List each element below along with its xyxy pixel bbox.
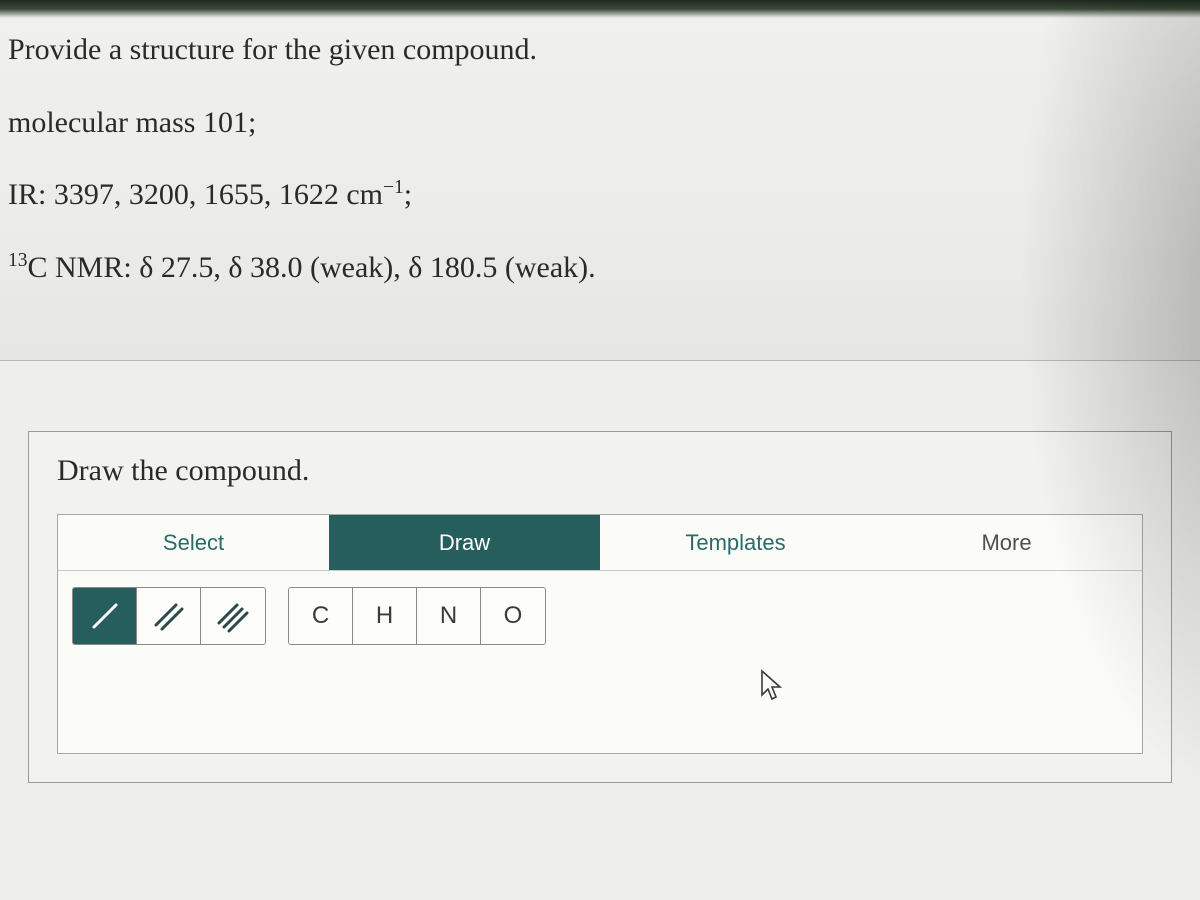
atom-h-button[interactable]: H [353,588,417,644]
atom-n-label: N [440,602,457,630]
drawing-canvas[interactable] [58,663,1142,753]
draw-panel: Draw the compound. Select Draw Templates… [28,431,1172,783]
tab-more[interactable]: More [871,515,1142,570]
tab-templates[interactable]: Templates [600,515,871,570]
double-bond-button[interactable] [137,588,201,644]
nmr-line: 13C NMR: δ 27.5, δ 38.0 (weak), δ 180.5 … [8,248,1192,289]
triple-bond-button[interactable] [201,588,265,644]
ir-exponent: −1 [383,177,404,198]
ir-suffix: ; [404,178,412,211]
question-prompt: Provide a structure for the given compou… [8,30,1192,71]
draw-panel-title: Draw the compound. [57,454,1143,488]
bond-tool-group [72,587,266,645]
tab-more-label: More [981,530,1031,556]
cursor-icon [758,669,788,703]
nmr-prefix: C NMR: [28,251,140,284]
atom-c-button[interactable]: C [289,588,353,644]
question-block: Provide a structure for the given compou… [0,0,1200,361]
tab-select-label: Select [163,530,224,556]
double-bond-icon [152,599,186,633]
atom-c-label: C [312,602,329,630]
molecular-mass-line: molecular mass 101; [8,103,1192,144]
tab-templates-label: Templates [685,530,785,556]
ir-values: 3397, 3200, 1655, 1622 cm [54,178,383,211]
tools-row: C H N O [58,571,1142,663]
single-bond-button[interactable] [73,588,137,644]
nmr-body: δ 27.5, δ 38.0 (weak), δ 180.5 (weak). [139,251,595,284]
content-area: Provide a structure for the given compou… [0,0,1200,900]
tab-select[interactable]: Select [58,515,329,570]
atom-tool-group: C H N O [288,587,546,645]
atom-h-label: H [376,602,393,630]
structure-editor: Select Draw Templates More [57,514,1143,754]
ir-line: IR: 3397, 3200, 1655, 1622 cm−1; [8,175,1192,216]
triple-bond-icon [216,599,250,633]
single-bond-icon [88,599,122,633]
atom-o-label: O [504,602,523,630]
nmr-sup: 13 [8,250,28,271]
ir-prefix: IR: [8,178,54,211]
tab-draw[interactable]: Draw [329,515,600,570]
atom-o-button[interactable]: O [481,588,545,644]
tab-draw-label: Draw [439,530,490,556]
editor-tabs: Select Draw Templates More [58,515,1142,571]
atom-n-button[interactable]: N [417,588,481,644]
